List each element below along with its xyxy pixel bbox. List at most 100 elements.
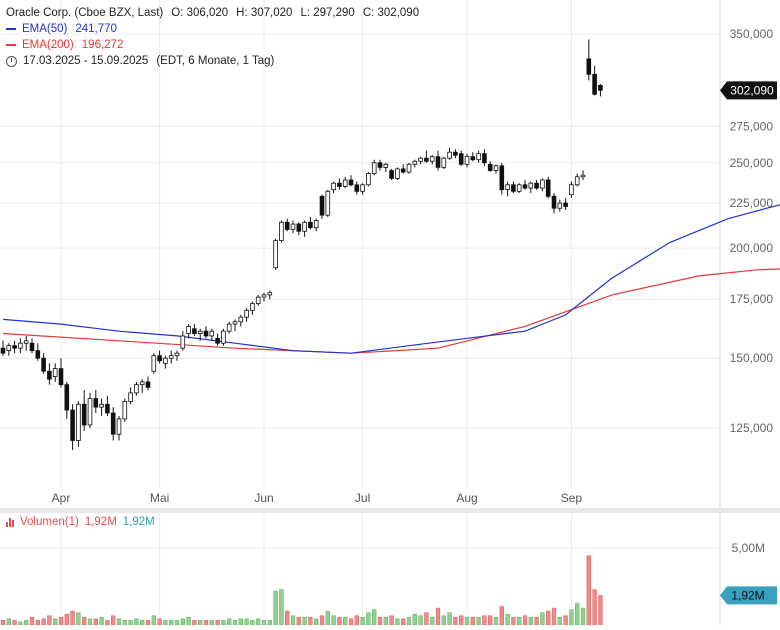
volume-bar [76,612,81,626]
candle [592,65,597,96]
candle-body [371,162,377,175]
volume-bar [24,620,29,626]
ema50-path [2,204,780,354]
candle [360,183,365,195]
volume-bar [227,618,232,626]
candle [174,350,180,361]
candle-body [139,381,145,386]
price-tick-label: 175,000 [730,292,774,306]
candle [41,353,46,374]
candle [534,179,539,190]
candle [76,401,81,447]
ema200-swatch-icon [6,44,16,46]
candle-body [70,409,75,441]
candle [52,363,58,382]
volume-bar [470,617,475,626]
ohlc-low: 297,290 [313,7,355,19]
candle [226,321,232,334]
candle-body [47,370,52,380]
ohlc-low-label: L: [300,7,311,19]
volume-bar [464,617,470,626]
volume-bar [343,617,348,626]
volume-bar [47,615,52,626]
candle-body [313,220,319,229]
candle-body [342,179,348,187]
legend-ema50[interactable]: EMA(50) 241,770 [6,21,419,37]
candle-body [145,381,151,388]
volume-bar [221,620,226,626]
candle [279,220,284,243]
candle [371,159,377,176]
candle [70,404,75,451]
candle [47,363,52,385]
volume-bar [209,620,214,626]
candle-body [447,151,452,159]
candle-body [540,179,545,189]
volume-bar [151,615,156,626]
candle-body [424,157,429,162]
volume-bar [493,617,499,626]
price-tick-label: 275,000 [730,119,774,133]
volume-bar [540,612,545,626]
volume-bar [163,620,168,626]
candle-body [366,173,371,186]
volume-bar [157,618,162,626]
volume-bar [528,617,533,626]
legend-range[interactable]: 17.03.2025 - 15.09.2025 (EDT, 6 Monate, … [6,53,419,69]
candle [157,350,162,364]
candle [87,392,93,428]
candle-body [598,84,603,91]
volume-bar [348,618,354,626]
candle [545,176,551,199]
candle-body [290,223,296,230]
candle [203,326,209,339]
volume-legend[interactable]: Volumen(1) 1,92M 1,92M [6,516,155,528]
volume-bar [232,620,238,626]
price-tick-label: 150,000 [730,351,774,365]
volume-bar [499,606,504,626]
volume-bar [401,618,406,626]
candle [435,150,441,171]
ohlc-high: 307,020 [250,7,293,19]
ohlc-open: 306,020 [186,7,229,19]
volume-bar [93,618,98,626]
price-tick-label: 350,000 [730,27,774,41]
candle [441,156,447,169]
candle [354,181,360,195]
candle [505,181,510,197]
candle [168,350,174,364]
volume-bar [569,609,574,626]
volume-bar [377,617,383,626]
candle-body [453,151,458,156]
candle [116,415,122,441]
symbol-title: Oracle Corp. (Cboe BZX, Last) [6,7,164,19]
candle [331,181,336,194]
candle-body [360,184,365,192]
volume-bar [522,615,528,626]
volume-bar [453,617,458,626]
candle-body [412,160,418,165]
legend-ema200[interactable]: EMA(200) 196,272 [6,37,419,53]
ohlc-close: 302,090 [377,7,420,19]
candle-body [116,418,122,435]
candle [493,164,499,174]
candle-body [563,202,568,207]
candle-body [557,202,563,209]
candle [197,328,203,341]
volume-bar [174,620,180,626]
candle-body [226,323,232,332]
candle [151,353,157,374]
candle-body [325,190,331,216]
candle-body [389,170,394,179]
candle-body [215,337,220,344]
candle-body [93,398,99,408]
volume-bar [99,617,104,626]
candle-body [174,352,180,357]
candle-body [586,58,592,75]
candle-body [482,153,487,164]
ohlc-high-label: H: [236,7,248,19]
date-range: 17.03.2025 - 15.09.2025 [23,55,149,67]
candle [93,390,99,413]
